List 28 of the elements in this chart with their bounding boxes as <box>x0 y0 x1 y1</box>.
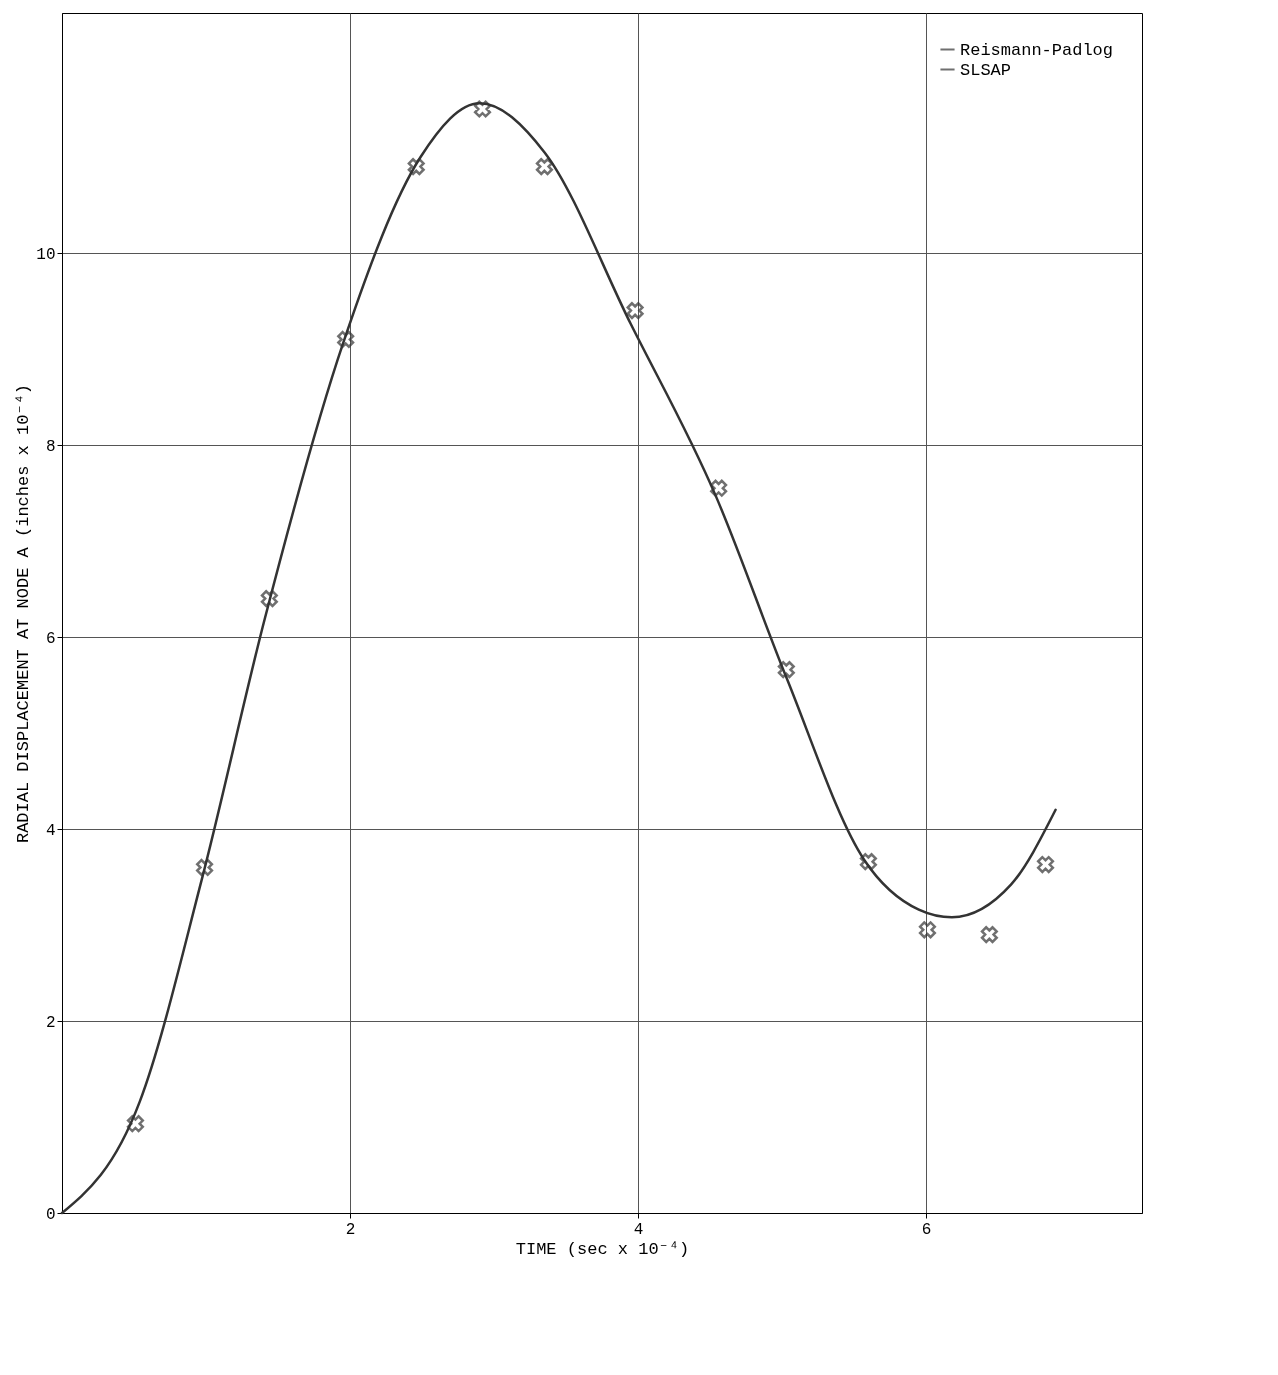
y-tick-label: 8 <box>45 437 56 456</box>
point <box>710 479 728 497</box>
y-tick-label: 4 <box>45 821 56 840</box>
x-tick-label: 4 <box>633 1220 644 1239</box>
y-tick-label: 2 <box>45 1013 56 1032</box>
point <box>407 158 425 176</box>
x-tick-label: 6 <box>921 1220 932 1239</box>
y-tick-label: 0 <box>45 1205 56 1224</box>
y-axis-title: RADIAL DISPLACEMENT AT NODE A (inches x 10⁻⁴) <box>14 383 34 844</box>
y-tick-label: 10 <box>36 245 56 264</box>
point <box>473 100 492 118</box>
x-tick-label: 2 <box>345 1220 356 1239</box>
legend-label: Reismann-Padlog <box>960 40 1114 60</box>
line-series <box>60 101 1057 1215</box>
y-tick-label: 6 <box>45 629 56 648</box>
point <box>980 926 998 944</box>
point <box>195 858 214 876</box>
point <box>626 302 644 320</box>
point <box>126 1115 145 1133</box>
point <box>260 590 278 608</box>
point <box>535 158 553 176</box>
point <box>859 853 877 871</box>
legend-label: SLSAP <box>960 60 1012 80</box>
point <box>1036 855 1055 874</box>
point <box>918 921 937 939</box>
point <box>777 661 795 679</box>
point <box>337 330 355 348</box>
x-axis-title: TIME (sec x 10⁻⁴) <box>515 1239 690 1259</box>
